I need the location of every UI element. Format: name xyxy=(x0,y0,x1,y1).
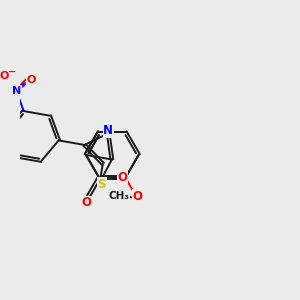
Text: −: − xyxy=(8,67,16,77)
Text: O: O xyxy=(81,196,91,209)
Text: S: S xyxy=(98,178,106,190)
Text: O: O xyxy=(26,75,36,85)
Text: N: N xyxy=(12,86,21,96)
Text: N: N xyxy=(103,124,113,137)
Text: +: + xyxy=(20,80,28,89)
Text: CH₃: CH₃ xyxy=(108,190,129,201)
Text: O: O xyxy=(133,190,143,202)
Text: O: O xyxy=(0,71,9,82)
Text: O: O xyxy=(117,171,127,184)
